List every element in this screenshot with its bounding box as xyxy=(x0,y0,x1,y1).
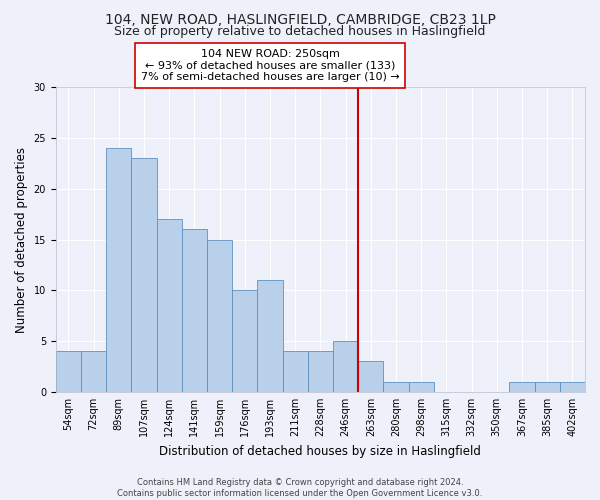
Text: Contains HM Land Registry data © Crown copyright and database right 2024.
Contai: Contains HM Land Registry data © Crown c… xyxy=(118,478,482,498)
Bar xyxy=(308,352,333,392)
Bar xyxy=(560,382,585,392)
Text: 104, NEW ROAD, HASLINGFIELD, CAMBRIDGE, CB23 1LP: 104, NEW ROAD, HASLINGFIELD, CAMBRIDGE, … xyxy=(104,12,496,26)
Bar xyxy=(333,341,358,392)
Bar xyxy=(81,352,106,392)
Bar xyxy=(131,158,157,392)
Bar xyxy=(509,382,535,392)
Y-axis label: Number of detached properties: Number of detached properties xyxy=(15,146,28,332)
Bar xyxy=(157,219,182,392)
Bar xyxy=(56,352,81,392)
Bar xyxy=(257,280,283,392)
Bar xyxy=(207,240,232,392)
Bar xyxy=(409,382,434,392)
Bar xyxy=(283,352,308,392)
Bar xyxy=(182,230,207,392)
Bar xyxy=(383,382,409,392)
Bar xyxy=(535,382,560,392)
Text: 104 NEW ROAD: 250sqm
← 93% of detached houses are smaller (133)
7% of semi-detac: 104 NEW ROAD: 250sqm ← 93% of detached h… xyxy=(140,49,400,82)
Bar xyxy=(358,362,383,392)
X-axis label: Distribution of detached houses by size in Haslingfield: Distribution of detached houses by size … xyxy=(160,444,481,458)
Bar xyxy=(232,290,257,392)
Text: Size of property relative to detached houses in Haslingfield: Size of property relative to detached ho… xyxy=(115,25,485,38)
Bar xyxy=(106,148,131,392)
